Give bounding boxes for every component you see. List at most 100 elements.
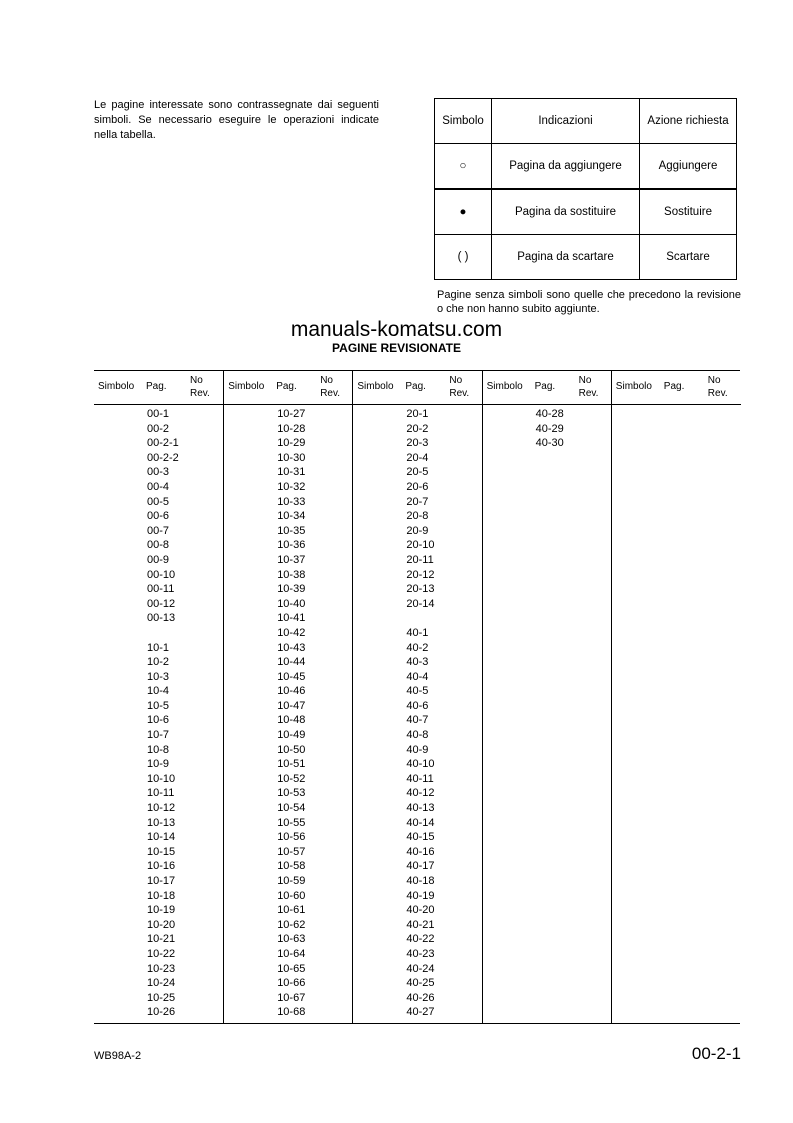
- revision-column: Simbolo Pag. No Rev. 20-1 20-2 20-3 20-4 20-5 20…: [352, 371, 483, 1023]
- section-title: PAGINE REVISIONATE: [332, 341, 461, 355]
- page-entry: 40-4: [406, 670, 429, 683]
- page-entry: 10-27: [277, 408, 306, 420]
- page-entry: 00-1: [147, 408, 170, 420]
- page-entry: 10-45: [277, 670, 306, 683]
- legend-header: Azione richiesta: [639, 98, 737, 144]
- page-entry: 40-25: [406, 977, 435, 990]
- page-entry: 10-34: [277, 510, 306, 523]
- page-entry: 10-11: [147, 787, 175, 800]
- page-entry: 10-10: [147, 772, 176, 785]
- column-header: Simbolo Pag. No Rev.: [94, 371, 223, 405]
- page-entry: 10-4: [147, 685, 170, 698]
- header-rev: No Rev.: [320, 375, 341, 399]
- page-entry: 00-5: [147, 495, 170, 508]
- symbol-replace: ●: [434, 188, 492, 235]
- legend-header: Simbolo: [434, 98, 492, 144]
- legend-action: Aggiungere: [639, 143, 737, 190]
- page-entry: 10-39: [277, 583, 306, 596]
- page-entry: 40-13: [406, 802, 435, 815]
- page-entry: 10-33: [277, 495, 306, 508]
- page-entry: 10-63: [277, 933, 306, 946]
- page-entry: 10-8: [147, 743, 170, 756]
- page-entry: 10-5: [147, 699, 170, 712]
- page-entry: 00-6: [147, 510, 170, 523]
- header-symbol: Simbolo: [228, 381, 265, 392]
- page-entry: 40-26: [406, 991, 435, 1004]
- header-page: Pag.: [146, 381, 167, 392]
- intro-text: Le pagine interessate sono contrassegnat…: [94, 99, 379, 141]
- page-entry: 40-21: [406, 918, 435, 931]
- page-entry: 10-36: [277, 539, 306, 552]
- page-entry: 10-2: [147, 656, 170, 669]
- page-entry: 10-50: [277, 743, 306, 756]
- page-entry: 40-12: [406, 787, 435, 800]
- page-entry: 40-23: [406, 947, 435, 960]
- page-entry: 20-12: [406, 568, 435, 581]
- page-entry: 40-2: [406, 641, 429, 654]
- page-entry: 10-60: [277, 889, 306, 902]
- page-entry: 10-41: [277, 612, 306, 625]
- page-entry: 20-10: [406, 539, 435, 552]
- page-entry: 10-58: [277, 860, 306, 873]
- page-entry: 10-17: [147, 875, 176, 887]
- revision-column: Simbolo Pag. No Rev.: [610, 371, 741, 1023]
- page-entry: [147, 626, 179, 641]
- page-entry: 40-20: [406, 904, 435, 917]
- column-header: Simbolo Pag. No Rev.: [224, 371, 354, 405]
- page-entry: 10-61: [277, 904, 306, 917]
- revision-column: Simbolo Pag. No Rev. 10-27 10-28 10-29 10-30 10…: [223, 371, 354, 1023]
- page-entry: 40-18: [406, 875, 435, 887]
- page-entry: 00-10: [147, 568, 176, 581]
- page-entry: 40-17: [406, 860, 435, 873]
- page-entry: 00-2-2: [147, 451, 179, 464]
- page-entry: 40-22: [406, 933, 435, 946]
- page-entry: 00-4: [147, 480, 170, 493]
- legend-indication: Pagina da aggiungere: [491, 143, 640, 190]
- page-entry: 10-21: [147, 933, 176, 946]
- page-entry: 20-9: [406, 524, 429, 537]
- revised-pages-table: Simbolo Pag. No Rev. 00-1 00-2 00-2-1 00-2-2 00…: [94, 370, 741, 1024]
- page-entry: 40-29: [535, 422, 564, 435]
- page-entry: 10-32: [277, 480, 306, 493]
- page-entry: 10-6: [147, 714, 170, 727]
- page-entry: 10-46: [277, 685, 306, 698]
- header-page: Pag.: [534, 381, 556, 392]
- header-symbol: Simbolo: [615, 381, 652, 392]
- page-entry: 10-49: [277, 729, 306, 742]
- page-entry: 10-66: [277, 977, 306, 990]
- page-entry: 20-1: [406, 408, 429, 420]
- page-entry: 10-40: [277, 597, 306, 610]
- page-entry: 10-47: [277, 699, 306, 712]
- page-entry: 10-38: [277, 568, 306, 581]
- page-entry: 20-13: [406, 583, 435, 596]
- page-entry: 10-12: [147, 802, 176, 815]
- page-entry: 10-65: [277, 962, 306, 975]
- page-entry: 20-8: [406, 510, 429, 523]
- header-symbol: Simbolo: [357, 381, 394, 392]
- column-header: Simbolo Pag. No Rev.: [611, 371, 741, 405]
- page-entry: 10-24: [147, 977, 176, 990]
- page-entry: 40-6: [406, 699, 429, 712]
- symbol-add: ○: [434, 143, 492, 190]
- page-entry: 00-3: [147, 466, 170, 479]
- page-entry: 10-54: [277, 802, 306, 815]
- page-entry: 20-6: [406, 480, 429, 493]
- legend-action: Scartare: [639, 234, 737, 280]
- page-entry: 10-42: [277, 626, 306, 639]
- page-entry: 20-7: [406, 495, 429, 508]
- page-entry: 10-1: [147, 641, 170, 654]
- page-entry: 40-3: [406, 656, 429, 669]
- revision-column: Simbolo Pag. No Rev. 40-28 40-29 40-30: [481, 371, 612, 1023]
- page-entry: 00-8: [147, 539, 170, 552]
- legend-indication: Pagina da sostituire: [491, 188, 640, 235]
- page-entry: 10-53: [277, 787, 306, 800]
- page-entry: 10-35: [277, 524, 306, 537]
- page-entry: 00-7: [147, 524, 170, 537]
- page-entry: 40-10: [406, 758, 435, 771]
- page-entry: 10-57: [277, 845, 306, 858]
- page-entry: 40-19: [406, 889, 435, 902]
- page-entry: 10-59: [277, 875, 306, 887]
- page-entry: 10-16: [147, 860, 176, 873]
- watermark: manuals-komatsu.com: [290, 318, 503, 341]
